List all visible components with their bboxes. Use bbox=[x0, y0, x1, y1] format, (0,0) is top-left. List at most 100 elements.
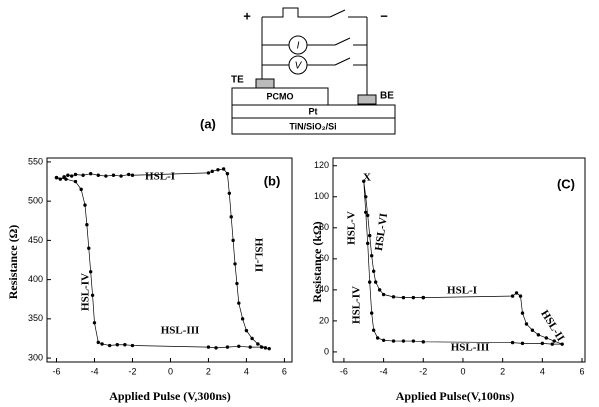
data-point bbox=[369, 254, 374, 258]
data-point bbox=[126, 172, 131, 177]
y-tick-label: 300 bbox=[28, 352, 43, 362]
data-point bbox=[401, 339, 406, 343]
x-tick-label: 6 bbox=[580, 366, 585, 376]
data-point bbox=[263, 346, 268, 350]
data-point bbox=[369, 311, 374, 315]
panel-label: (a) bbox=[200, 116, 216, 131]
data-point bbox=[391, 339, 396, 343]
plot-frame bbox=[46, 157, 293, 363]
data-point bbox=[123, 343, 127, 347]
data-point bbox=[560, 342, 564, 346]
data-point bbox=[411, 339, 416, 343]
data-point bbox=[267, 346, 271, 351]
data-point bbox=[368, 280, 372, 284]
data-point bbox=[100, 342, 104, 346]
switch bbox=[329, 9, 346, 18]
data-point bbox=[518, 294, 523, 298]
data-point bbox=[227, 191, 232, 196]
data-point bbox=[248, 345, 252, 349]
data-point bbox=[130, 173, 135, 177]
substrate-layer bbox=[231, 117, 396, 135]
y-tick-label: 20 bbox=[319, 315, 329, 325]
x-tick-label: 2 bbox=[206, 366, 211, 376]
data-point bbox=[88, 270, 93, 274]
data-point bbox=[58, 177, 62, 181]
data-point bbox=[83, 203, 87, 207]
data-point bbox=[550, 342, 554, 346]
y-tick-label: 80 bbox=[319, 222, 329, 232]
x-tick-label: -2 bbox=[128, 366, 136, 376]
data-point bbox=[66, 173, 70, 177]
data-point bbox=[381, 292, 386, 297]
ammeter-label: I bbox=[297, 41, 300, 52]
annotation: HSL-II bbox=[538, 308, 566, 343]
data-point bbox=[366, 241, 370, 246]
data-point bbox=[373, 280, 378, 284]
device-diagram bbox=[231, 7, 396, 135]
y-tick-label: 400 bbox=[28, 274, 43, 284]
plus-sign: + bbox=[243, 8, 251, 23]
data-point bbox=[62, 175, 66, 179]
data-point bbox=[375, 336, 380, 340]
x-axis-label: Applied Pulse (V,300ns) bbox=[109, 389, 230, 403]
x-tick-label: -6 bbox=[52, 366, 60, 376]
data-point bbox=[81, 173, 85, 177]
y-tick-label: 450 bbox=[28, 235, 43, 245]
data-point bbox=[544, 336, 549, 340]
be-label: BE bbox=[380, 91, 394, 102]
data-point bbox=[96, 173, 100, 177]
data-point bbox=[225, 345, 230, 349]
x-tick-label: -2 bbox=[419, 366, 427, 376]
data-point bbox=[364, 210, 368, 214]
data-point bbox=[206, 345, 211, 349]
data-point bbox=[85, 222, 89, 227]
minus-sign: − bbox=[380, 8, 388, 23]
data-point bbox=[362, 179, 366, 183]
switch bbox=[334, 57, 351, 66]
data-line bbox=[56, 168, 270, 350]
pulse-wire bbox=[262, 7, 330, 18]
y-tick-label: 0 bbox=[324, 346, 329, 356]
te-pad bbox=[255, 78, 275, 89]
layer-label: TiN/SiO₂/Si bbox=[289, 121, 336, 131]
data-point bbox=[235, 281, 239, 286]
data-point bbox=[214, 346, 218, 350]
y-axis-label: Resistance (kΩ) bbox=[310, 221, 324, 302]
data-point bbox=[510, 340, 515, 345]
annotation: HSL-IV bbox=[80, 273, 92, 311]
x-tick-label: 6 bbox=[282, 366, 287, 376]
y-tick-label: 120 bbox=[314, 160, 329, 170]
data-point bbox=[111, 173, 116, 177]
data-point bbox=[87, 246, 91, 250]
data-point bbox=[540, 341, 545, 346]
panel-label: (C) bbox=[557, 176, 575, 191]
data-point bbox=[206, 171, 211, 175]
data-point bbox=[510, 294, 515, 298]
data-point bbox=[520, 311, 525, 315]
data-point bbox=[421, 295, 425, 300]
layer-label: Pt bbox=[309, 106, 318, 116]
data-point bbox=[73, 179, 78, 184]
layer-label: PCMO bbox=[267, 91, 294, 101]
data-point bbox=[256, 342, 260, 346]
data-point bbox=[119, 174, 123, 178]
x-tick-label: 4 bbox=[244, 366, 249, 376]
data-point bbox=[90, 293, 95, 298]
be-pad bbox=[357, 94, 377, 105]
data-point bbox=[107, 343, 112, 348]
data-point bbox=[64, 177, 68, 181]
annotation: HSL-VI bbox=[373, 212, 390, 251]
annotation: HSL-I bbox=[145, 171, 175, 183]
data-point bbox=[237, 344, 241, 349]
data-point bbox=[225, 171, 230, 176]
data-point bbox=[237, 301, 241, 305]
data-point bbox=[104, 174, 108, 178]
data-point bbox=[401, 295, 406, 300]
data-point bbox=[377, 288, 382, 292]
x-tick-label: -4 bbox=[380, 366, 388, 376]
data-line bbox=[363, 181, 563, 345]
data-point bbox=[524, 322, 529, 326]
data-point bbox=[229, 215, 233, 219]
data-point bbox=[259, 345, 264, 349]
